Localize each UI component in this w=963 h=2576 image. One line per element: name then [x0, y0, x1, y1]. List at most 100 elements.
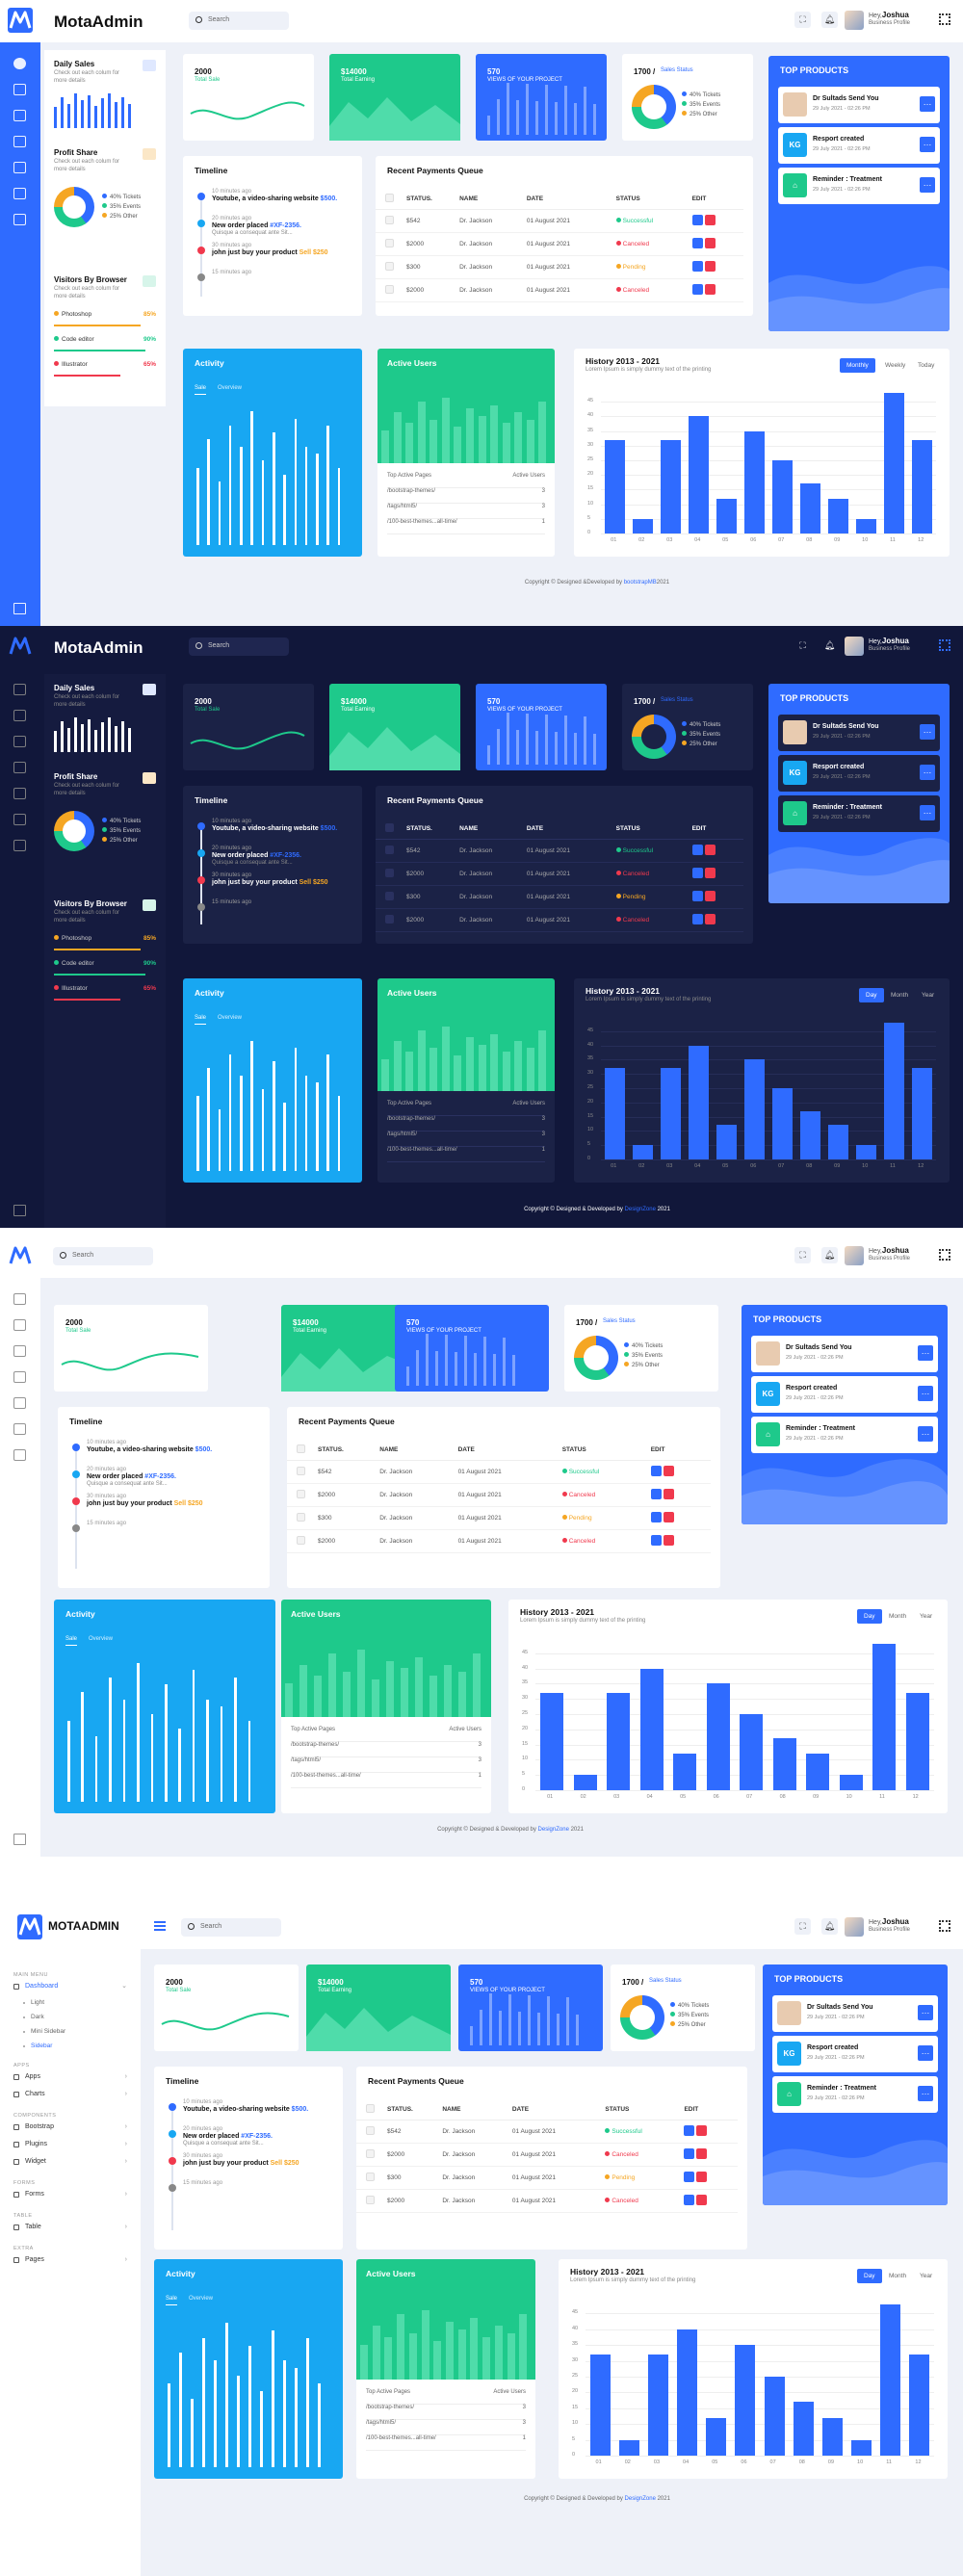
product-item[interactable]: Dr Sultads Send You 29 July 2021 - 02:26 … [778, 87, 940, 123]
row-checkbox[interactable] [385, 262, 394, 271]
file-icon[interactable] [13, 1397, 26, 1409]
dashboard-icon[interactable] [13, 1293, 26, 1305]
range-button[interactable]: Weekly [885, 362, 906, 369]
pie-icon[interactable] [143, 148, 156, 160]
row-checkbox[interactable] [385, 216, 394, 224]
menu-item[interactable]: Dashboard ⌄ [13, 1978, 127, 1995]
footer-link[interactable]: DesignZone [624, 1207, 656, 1212]
menu-item[interactable]: Charts › [13, 2086, 127, 2103]
timeline-item[interactable]: 10 minutes ago Youtube, a video-sharing w… [183, 2099, 333, 2114]
home-icon[interactable] [13, 710, 26, 721]
row-checkbox[interactable] [297, 1490, 305, 1498]
delete-button[interactable] [704, 868, 716, 878]
select-all-checkbox[interactable] [385, 823, 394, 832]
row-checkbox[interactable] [385, 869, 394, 877]
edit-button[interactable] [684, 2172, 695, 2182]
edit-button[interactable] [684, 2125, 695, 2136]
timeline-item[interactable]: 30 minutes ago john just buy your product… [212, 872, 352, 887]
delete-button[interactable] [696, 2125, 708, 2136]
submenu-item[interactable]: Mini Sidebar [13, 2024, 127, 2039]
users-icon[interactable] [13, 110, 26, 121]
notification-icon[interactable]: 🔔︎ [823, 640, 836, 650]
row-checkbox[interactable] [366, 2173, 375, 2181]
more-button[interactable]: … [918, 1386, 933, 1401]
delete-button[interactable] [663, 1535, 674, 1546]
grid-icon[interactable] [13, 840, 26, 851]
chart-icon[interactable] [143, 684, 156, 695]
apps-grid-icon[interactable] [939, 1920, 950, 1932]
timeline-item[interactable]: 20 minutes ago New order placed #XF-2356.… [212, 846, 352, 866]
product-item[interactable]: KG Resport created 29 July 2021 - 02:26 PM… [751, 1376, 938, 1413]
active-page-row[interactable]: /100-best-themes...all-time/1 [366, 2435, 526, 2451]
layout-icon[interactable] [13, 814, 26, 825]
product-item[interactable]: ⌂ Reminder : Treatment 29 July 2021 - 02:2… [778, 168, 940, 204]
logout-icon[interactable] [13, 1205, 26, 1216]
search-input[interactable]: Search [53, 1247, 153, 1265]
select-all-checkbox[interactable] [297, 1444, 305, 1453]
logout-icon[interactable] [13, 1834, 26, 1845]
file-icon[interactable] [13, 788, 26, 799]
edit-button[interactable] [684, 2195, 695, 2205]
fullscreen-icon[interactable]: ⛶ [799, 640, 806, 650]
product-item[interactable]: KG Resport created 29 July 2021 - 02:26 PM… [778, 755, 940, 792]
delete-button[interactable] [663, 1489, 674, 1499]
edit-button[interactable] [691, 261, 703, 272]
tab-sale[interactable]: Sale [65, 1636, 78, 1646]
more-button[interactable]: … [918, 2086, 933, 2101]
hamburger-icon[interactable] [154, 1921, 166, 1931]
active-page-row[interactable]: /bootstrap-themes/3 [291, 1742, 482, 1757]
user-profile[interactable]: Hey,Joshua Business Profile [869, 1246, 910, 1262]
range-button[interactable]: Month [889, 2273, 907, 2279]
globe-icon[interactable] [13, 1371, 26, 1383]
fullscreen-icon[interactable]: ⛶ [794, 1247, 811, 1263]
range-button[interactable]: Month [889, 1613, 907, 1620]
more-button[interactable]: … [920, 177, 935, 193]
range-button[interactable]: Monthly [840, 358, 875, 373]
menu-item[interactable]: Plugins › [13, 2136, 127, 2153]
footer-link[interactable]: DesignZone [537, 1827, 569, 1833]
dashboard-icon[interactable] [13, 58, 26, 69]
search-input[interactable]: Search [181, 1918, 281, 1937]
tab-overview[interactable]: Overview [89, 1636, 114, 1642]
file-icon[interactable] [13, 162, 26, 173]
edit-button[interactable] [650, 1466, 662, 1476]
row-checkbox[interactable] [385, 892, 394, 900]
active-page-row[interactable]: /bootstrap-themes/3 [387, 488, 545, 504]
timeline-item[interactable]: 10 minutes ago Youtube, a video-sharing w… [212, 189, 352, 203]
delete-button[interactable] [704, 284, 716, 295]
select-all-checkbox[interactable] [385, 194, 394, 202]
delete-button[interactable] [663, 1466, 674, 1476]
more-button[interactable]: … [920, 765, 935, 780]
active-page-row[interactable]: /100-best-themes...all-time/1 [387, 519, 545, 534]
row-checkbox[interactable] [385, 239, 394, 247]
edit-button[interactable] [650, 1512, 662, 1522]
home-icon[interactable] [13, 1319, 26, 1331]
user-profile[interactable]: Hey,Joshua Business Profile [869, 637, 910, 652]
search-input[interactable]: Search [189, 12, 289, 30]
delete-button[interactable] [696, 2148, 708, 2159]
submenu-item[interactable]: Light [13, 1995, 127, 2010]
avatar[interactable] [845, 637, 864, 656]
user-profile[interactable]: Hey,Joshua Business Profile [869, 1917, 910, 1933]
edit-button[interactable] [691, 891, 703, 901]
range-button[interactable]: Day [859, 988, 884, 1002]
active-page-row[interactable]: /tags/html5/3 [291, 1757, 482, 1773]
product-item[interactable]: ⌂ Reminder : Treatment 29 July 2021 - 02:2… [751, 1417, 938, 1453]
delete-button[interactable] [704, 891, 716, 901]
more-button[interactable]: … [918, 2005, 933, 2020]
tab-overview[interactable]: Overview [218, 385, 243, 391]
menu-item[interactable]: Widget › [13, 2153, 127, 2171]
active-page-row[interactable]: /100-best-themes...all-time/1 [387, 1147, 545, 1162]
submenu-item[interactable]: Dark [13, 2010, 127, 2024]
more-button[interactable]: … [920, 805, 935, 820]
menu-item[interactable]: Forms › [13, 2186, 127, 2203]
more-button[interactable]: … [920, 724, 935, 740]
delete-button[interactable] [704, 261, 716, 272]
tab-overview[interactable]: Overview [218, 1015, 243, 1021]
edit-button[interactable] [691, 238, 703, 248]
apps-grid-icon[interactable] [939, 13, 950, 25]
home-icon[interactable] [13, 84, 26, 95]
globe-icon[interactable] [13, 762, 26, 773]
grid-icon[interactable] [13, 214, 26, 225]
globe-icon[interactable] [13, 136, 26, 147]
